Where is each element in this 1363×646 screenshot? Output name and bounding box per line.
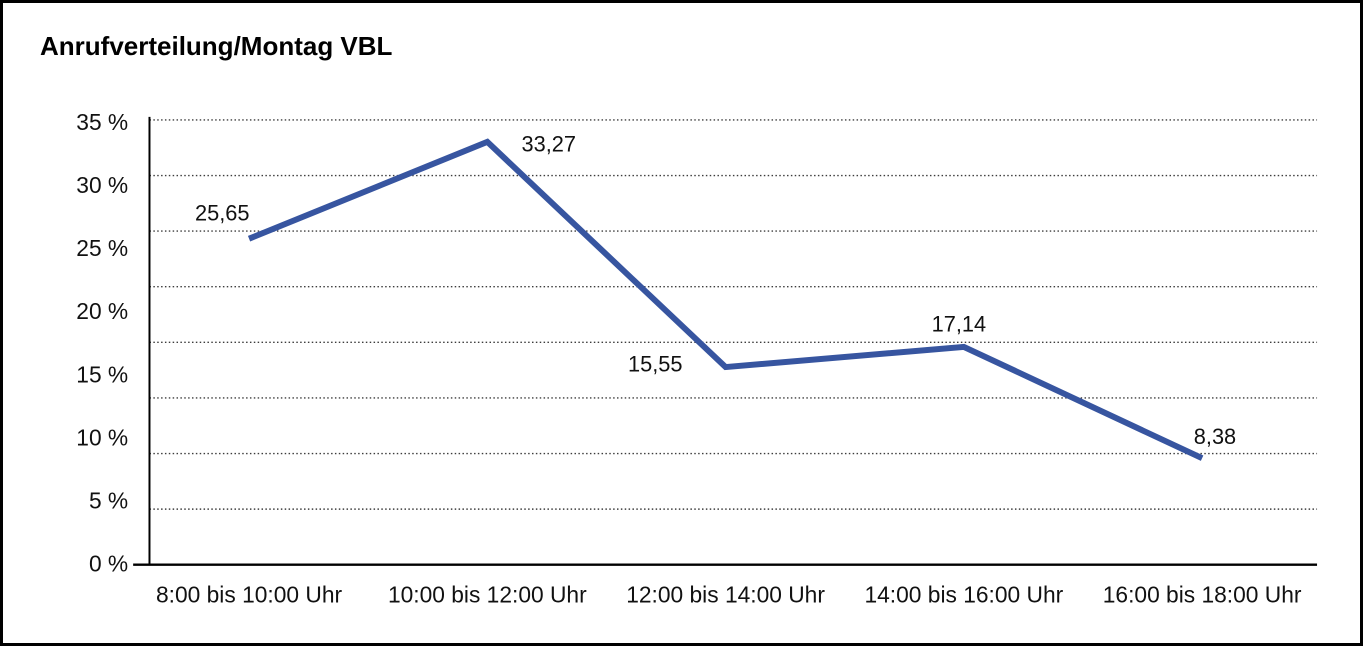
data-point-label: 8,38 <box>1194 424 1236 449</box>
line-chart: 35 % 30 % 25 % 20 % 15 % 10 % 5 % 0 % 8:00 bis 1… <box>76 109 1318 607</box>
y-tick-label: 35 % <box>76 109 128 135</box>
y-tick-label: 20 % <box>76 298 128 324</box>
data-line <box>247 138 1204 461</box>
x-category-label: 12:00 bis 14:00 Uhr <box>626 581 825 607</box>
x-category-label: 10:00 bis 12:00 Uhr <box>388 581 587 607</box>
data-point-label: 25,65 <box>195 201 250 226</box>
x-category-label: 14:00 bis 16:00 Uhr <box>865 581 1064 607</box>
data-point-label: 17,14 <box>932 312 987 337</box>
chart-title: Anrufverteilung/Montag VBL <box>40 31 393 61</box>
x-category-label: 8:00 bis 10:00 Uhr <box>156 581 342 607</box>
y-tick-label: 5 % <box>89 488 128 514</box>
y-tick-label: 25 % <box>76 235 128 261</box>
y-tick-label: 15 % <box>76 361 128 387</box>
data-point-label: 15,55 <box>628 352 683 377</box>
y-tick-label: 0 % <box>89 551 128 577</box>
y-tick-label: 10 % <box>76 424 128 450</box>
y-tick-label: 30 % <box>76 172 128 198</box>
x-category-label: 16:00 bis 18:00 Uhr <box>1103 581 1302 607</box>
data-point-label: 33,27 <box>521 132 576 157</box>
